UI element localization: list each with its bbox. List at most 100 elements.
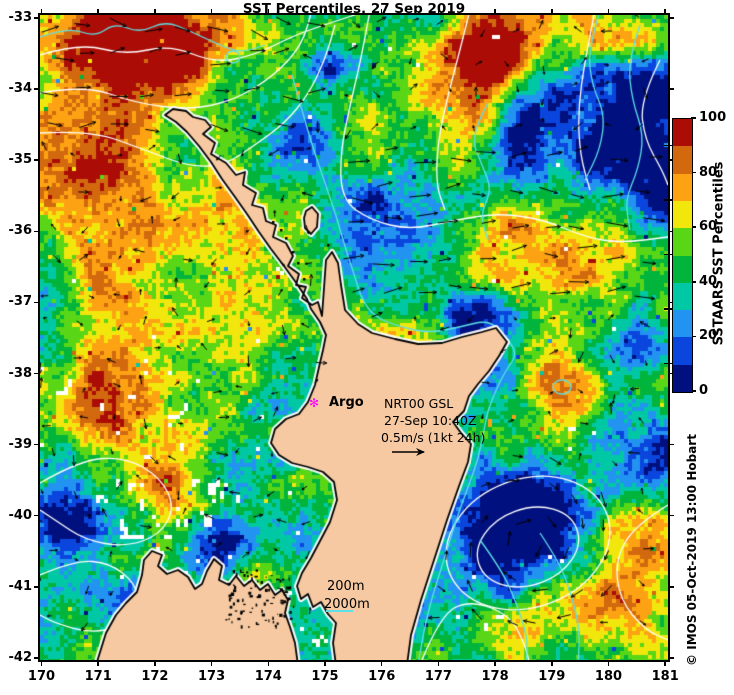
colorbar (672, 118, 693, 393)
lat-tick (668, 514, 674, 517)
colorbar-tick-label: 20 (699, 328, 718, 344)
lat-tick (668, 17, 674, 19)
lon-tick (551, 9, 553, 15)
colorbar-step (673, 146, 692, 174)
colorbar-step (673, 228, 692, 256)
colorbar-tick-label: 80 (699, 164, 718, 180)
lon-tick-label: 172 (141, 669, 169, 684)
lon-tick (437, 660, 440, 666)
lat-tick (34, 443, 40, 446)
lat-tick (34, 17, 40, 19)
lat-tick (34, 514, 40, 517)
colorbar-step (673, 282, 692, 311)
colorbar-step (673, 364, 692, 392)
lat-tick-label: -34 (8, 81, 33, 97)
colorbar-tick (691, 117, 696, 119)
lon-tick (97, 9, 99, 15)
colorbar-minor-tick (664, 308, 672, 310)
lon-tick (40, 9, 43, 15)
lat-tick (34, 586, 40, 588)
lon-tick (380, 660, 383, 666)
depth-200m-label: 200m (327, 579, 365, 594)
lat-tick (668, 230, 674, 233)
lat-tick (668, 443, 674, 446)
lon-tick (154, 9, 156, 15)
lat-tick (34, 88, 40, 90)
velocity-scale-label: 0.5m/s (1kt 24h) (381, 430, 486, 445)
colorbar-step (673, 255, 692, 283)
lat-tick (34, 301, 40, 304)
lon-tick (210, 660, 213, 666)
argo-float-icon: ✻ (309, 396, 320, 410)
colorbar-step (673, 119, 692, 147)
colorbar-minor-tick (664, 362, 672, 365)
lon-tick-label: 170 (27, 669, 56, 684)
colorbar-step (673, 337, 692, 365)
lon-tick (664, 9, 666, 15)
lon-tick-label: 177 (424, 669, 452, 684)
lon-tick (40, 660, 43, 666)
nrt-datetime-label: 27-Sep 10:40Z (384, 413, 477, 428)
lat-tick-label: -35 (8, 152, 33, 168)
colorbar-minor-tick (664, 199, 672, 201)
lon-tick-label: 180 (594, 669, 623, 684)
colorbar-tick (691, 390, 696, 392)
lat-tick (668, 657, 674, 659)
lat-tick (34, 230, 40, 233)
lon-tick-label: 176 (368, 669, 396, 684)
colorbar-tick-label: 60 (699, 219, 718, 235)
lat-tick-label: -37 (8, 294, 33, 310)
colorbar-tick-label: 40 (699, 273, 718, 289)
map-plot-area (38, 13, 670, 662)
map-canvas (40, 15, 668, 660)
lon-tick-label: 174 (254, 669, 282, 684)
argo-label: Argo (329, 395, 364, 410)
colorbar-minor-tick (664, 253, 672, 256)
lat-tick (34, 657, 40, 659)
colorbar-step (673, 200, 692, 229)
lat-tick-label: -42 (8, 649, 33, 665)
lat-tick (34, 159, 40, 161)
credit-text: © IMOS 05-Oct-2019 13:00 Hobart (685, 434, 699, 666)
colorbar-axis-label: SSTAARS SST Percentiles (711, 161, 727, 346)
lon-tick (97, 660, 99, 666)
lat-tick-label: -39 (8, 436, 33, 452)
colorbar-tick (691, 171, 696, 174)
lon-tick-label: 179 (538, 669, 566, 684)
velocity-scale-arrow-icon (391, 443, 431, 462)
lon-tick (267, 9, 270, 15)
lon-tick (551, 660, 553, 666)
colorbar-step (673, 173, 692, 201)
lat-tick-label: -33 (8, 10, 33, 25)
lat-tick-label: -41 (8, 578, 33, 594)
colorbar-tick-label: 100 (699, 110, 727, 125)
lon-tick-label: 181 (651, 669, 679, 684)
colorbar-step (673, 310, 692, 338)
lat-tick (34, 372, 40, 375)
lon-tick (494, 9, 496, 15)
lat-tick (668, 88, 674, 90)
lon-tick (607, 9, 610, 15)
nrt-product-label: NRT00 GSL (384, 396, 454, 411)
lon-tick (210, 9, 213, 15)
lat-tick (668, 301, 674, 304)
lon-tick (154, 660, 156, 666)
lon-tick-label: 175 (311, 669, 339, 684)
lon-tick (607, 660, 610, 666)
lon-tick (324, 660, 326, 666)
lat-tick-label: -38 (8, 365, 33, 381)
lat-tick (668, 372, 674, 375)
colorbar-tick-label: 0 (699, 383, 709, 398)
lon-tick-label: 173 (198, 669, 226, 684)
lon-tick (267, 660, 270, 666)
lon-tick-label: 178 (481, 669, 509, 684)
lon-tick (324, 9, 326, 15)
lat-tick-label: -36 (8, 223, 33, 239)
colorbar-tick (691, 281, 696, 283)
colorbar-tick (691, 335, 696, 338)
lat-tick (668, 159, 674, 161)
lon-tick (494, 660, 496, 666)
lat-tick-label: -40 (8, 507, 33, 523)
lon-tick (664, 660, 666, 666)
lat-tick (668, 586, 674, 588)
